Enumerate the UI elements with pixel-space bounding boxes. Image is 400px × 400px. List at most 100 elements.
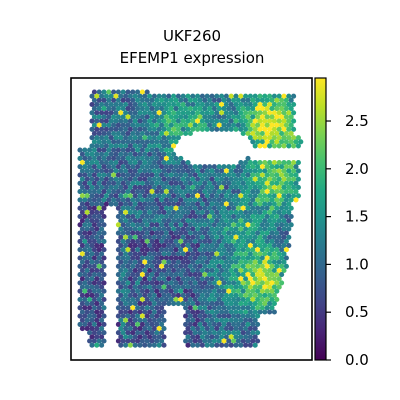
expression-spot [163,205,169,211]
expression-spot [166,267,172,274]
expression-spot [199,259,205,265]
expression-spot [190,326,196,332]
expression-spot [87,280,93,286]
expression-spot [137,284,143,290]
expression-spot [238,118,244,124]
expression-spot [259,106,265,112]
expression-spot [96,106,102,112]
expression-spot [192,288,198,294]
expression-spot [125,305,131,311]
expression-spot [142,309,148,315]
expression-spot [89,342,95,348]
expression-spot [125,172,131,178]
expression-spot [91,263,97,269]
expression-spot [168,155,174,161]
expression-spot [233,226,239,232]
expression-spot [130,213,136,220]
expression-spot [279,164,285,170]
expression-spot [108,193,114,199]
expression-spot [108,184,114,190]
expression-spot [178,222,184,228]
expression-spot [231,106,237,112]
expression-spot [168,255,174,261]
expression-spot [221,122,227,128]
expression-spot [295,135,301,141]
expression-spot [149,305,155,311]
expression-spot [161,218,167,224]
expression-spot [173,255,179,261]
expression-spot [231,272,237,278]
expression-spot [163,222,169,228]
expression-spot [274,180,280,186]
expression-spot [209,309,215,315]
expression-spot [219,93,225,99]
expression-spot [247,234,253,240]
expression-spot [87,222,93,228]
expression-spot [142,168,148,174]
expression-spot [79,160,85,166]
expression-spot [87,330,93,336]
expression-spot [211,189,217,195]
expression-spot [226,114,232,120]
expression-spot [209,209,215,215]
expression-spot [219,201,225,207]
expression-spot [123,93,129,99]
expression-spot [175,110,181,116]
expression-spot [125,313,131,319]
expression-spot [89,251,95,257]
expression-spot [202,238,208,244]
expression-spot [228,284,234,290]
expression-spot [89,201,95,207]
expression-spot [219,118,225,124]
expression-spot [87,197,93,203]
expression-spot [103,143,109,149]
expression-spot [267,168,273,174]
expression-spot [125,197,131,203]
expression-spot [247,160,253,166]
expression-spot [180,276,186,282]
expression-spot [171,126,177,132]
expression-spot [185,301,191,307]
expression-spot [235,255,241,261]
expression-spot [209,126,215,132]
expression-spot [115,189,121,195]
expression-spot [252,160,258,166]
expression-spot [139,280,145,286]
expression-spot [163,97,169,103]
expression-spot [276,218,282,224]
expression-spot [144,114,150,120]
expression-spot [79,284,85,290]
expression-spot [283,222,289,228]
expression-spot [166,218,172,224]
expression-spot [171,284,177,290]
expression-spot [144,139,150,145]
expression-spot [178,97,184,103]
expression-spot [159,164,165,170]
expression-spot [252,135,258,141]
expression-spot [139,189,145,195]
expression-spot [192,189,198,195]
expression-spot [214,251,220,257]
expression-spot [123,267,129,274]
expression-spot [120,263,126,269]
expression-spot [120,222,126,228]
expression-spot [82,222,88,228]
expression-spot [185,93,191,99]
expression-spot [82,296,88,303]
expression-spot [207,321,213,327]
expression-spot [262,93,268,99]
expression-spot [245,222,251,228]
expression-spot [130,338,136,344]
expression-spot [94,126,100,132]
expression-spot [245,189,251,195]
expression-spot [264,288,270,294]
expression-spot [99,143,105,149]
expression-spot [180,251,186,257]
expression-spot [250,205,256,211]
expression-spot [120,238,126,244]
expression-spot [151,118,157,124]
expression-spot [245,247,251,253]
expression-spot [238,251,244,257]
expression-spot [135,222,141,228]
expression-spot [139,89,145,95]
